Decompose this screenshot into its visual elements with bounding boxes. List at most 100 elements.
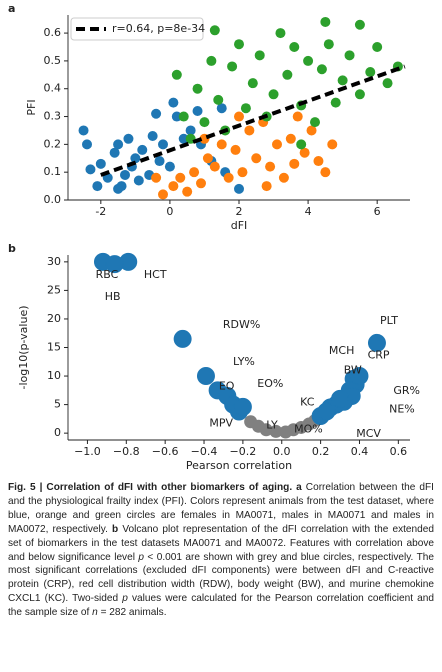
point [344,50,355,61]
caption-run: values were calculated for the Pearson c… [8,593,435,619]
point [199,117,210,128]
point [216,139,227,150]
point [282,69,293,80]
point-label: GR% [393,384,420,397]
point [147,131,158,142]
point [323,39,334,50]
point-label: EO% [257,377,283,390]
point [268,89,279,100]
point [234,183,244,194]
point [299,147,310,158]
point [278,172,289,183]
point [82,139,92,150]
point [244,125,255,136]
y-axis-label: -log10(p-value) [17,305,30,389]
point [265,161,276,172]
point [233,397,252,416]
panel-label: b [8,242,16,255]
caption-run: Fig. 5 | Correlation of dFI with other b… [8,482,293,493]
x-tick-label: −0.2 [230,445,257,458]
point [234,111,244,122]
point [230,144,241,155]
y-tick-label: 0.3 [44,110,62,123]
y-tick-label: 15 [47,341,61,354]
point [178,133,189,144]
point-label: RDW% [223,318,260,331]
x-tick-label: 0 [166,205,173,218]
point [337,75,348,86]
y-tick-label: 0.5 [44,54,62,67]
point [365,67,376,78]
point [182,186,193,197]
point [137,144,148,155]
point [196,367,215,386]
point [158,189,168,200]
point [171,69,182,80]
point [292,111,303,122]
point [317,402,336,421]
point [209,161,220,172]
point [196,178,206,189]
x-tick-label: 4 [305,205,312,218]
point [113,139,124,150]
x-tick-label: −0.8 [113,445,140,458]
point [209,25,220,36]
caption-run: Correlation between the dFI and the phys… [8,482,434,535]
fit-line [100,64,406,177]
point [133,175,144,186]
x-tick-label: −1.0 [74,445,101,458]
point [206,55,217,66]
point-label: HCT [144,268,167,281]
point [227,61,238,72]
caption-run: Volcano plot representation of the dFI c… [8,523,434,563]
y-tick-label: 0 [54,426,61,439]
point [289,158,300,169]
point [223,172,234,183]
point [310,117,320,128]
x-axis-label: Pearson correlation [186,459,292,472]
y-axis-label: PFI [25,99,38,115]
y-tick-label: 20 [47,312,61,325]
point [331,389,350,408]
caption: Fig. 5 | Correlation of dFI with other b… [8,481,434,620]
point [354,89,365,100]
point [158,139,168,150]
y-tick-label: 5 [54,398,61,411]
point-label: MCV [356,427,381,440]
point-label: MO% [294,423,323,436]
point-label: RBC [96,268,119,281]
point [192,83,203,94]
x-tick-label: −0.4 [191,445,218,458]
point [237,167,248,178]
legend-box [70,17,204,41]
point-label: EO [219,379,235,392]
x-tick-label: -2 [95,205,106,218]
point-label: KC [300,395,315,408]
point [306,125,317,136]
point [109,147,120,158]
point [164,161,175,172]
point [130,153,141,164]
point [123,133,134,144]
point [320,167,331,178]
x-tick-label: −0.6 [152,445,179,458]
point [320,16,331,27]
caption-run: a [296,482,302,493]
caption-run: b [112,523,119,535]
point [316,64,327,75]
point-label: LY [266,418,278,431]
x-tick-label: 0.2 [312,445,330,458]
point [247,78,258,89]
point-label: MPV [209,417,233,430]
legend-label: r=0.64, p=8e-34 [112,22,205,35]
caption-run: p [122,593,128,605]
point [354,19,365,30]
x-tick-label: 6 [374,205,381,218]
point [313,156,324,167]
point [168,97,179,108]
caption-run: < 0.001 are shown with grey and blue cir… [8,551,434,605]
point [382,78,393,89]
point [151,108,162,119]
point [213,94,224,105]
point-label: CRP [368,349,390,362]
